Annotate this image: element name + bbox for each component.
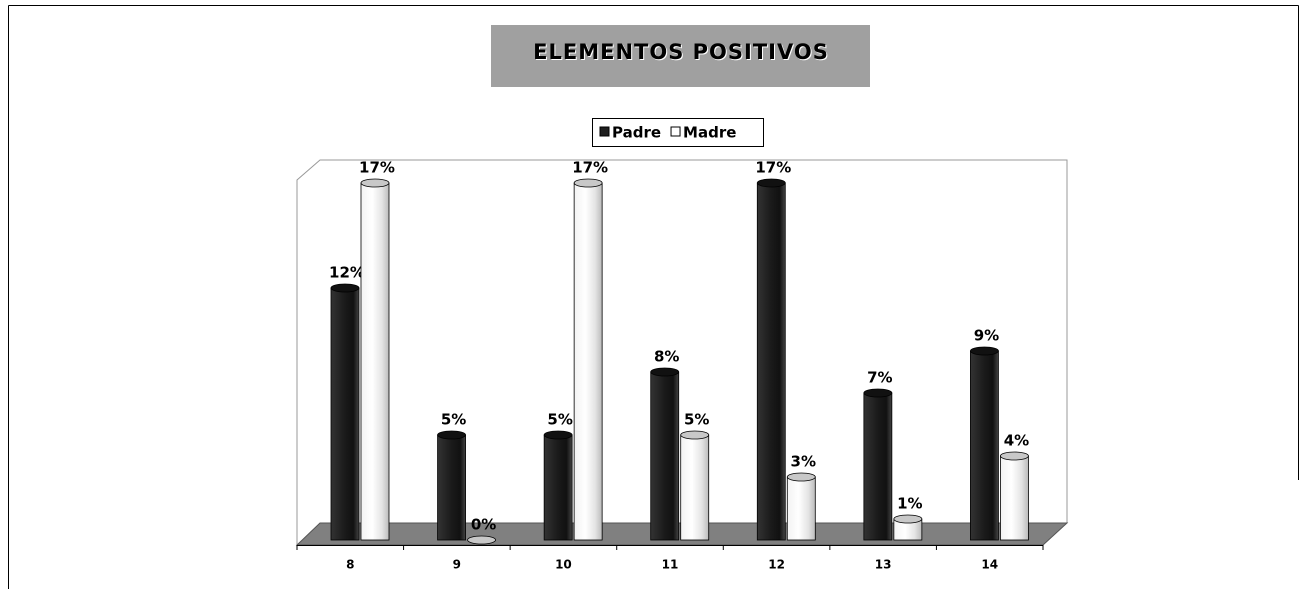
x-tick-label: 14	[981, 558, 998, 572]
bar-top	[863, 388, 893, 398]
bar	[573, 182, 603, 541]
bar-top	[467, 535, 496, 545]
legend-label: Madre	[683, 124, 736, 142]
plot-walls	[296, 159, 1068, 545]
bar	[543, 434, 573, 541]
x-tick-label: 11	[662, 558, 679, 572]
bar	[437, 434, 466, 541]
x-tick-label: 10	[555, 558, 572, 572]
bar-top	[543, 430, 573, 440]
bar-top	[573, 178, 603, 188]
value-label: 17%	[359, 159, 395, 177]
value-label: 0%	[471, 516, 496, 534]
bar	[360, 182, 390, 541]
value-label: 7%	[867, 369, 892, 387]
bar	[650, 371, 680, 541]
chart-title: ELEMENTOS POSITIVOS	[533, 40, 829, 64]
bar-top	[786, 472, 816, 482]
x-tick-label: 9	[453, 558, 461, 572]
bar	[330, 287, 360, 541]
value-label: 12%	[329, 264, 365, 282]
bar-top	[650, 367, 680, 377]
bar	[863, 392, 893, 541]
value-label: 5%	[441, 411, 466, 429]
legend-swatch	[670, 126, 681, 137]
bar-top	[360, 178, 390, 188]
value-label: 17%	[755, 159, 791, 177]
legend-label: Padre	[612, 124, 661, 142]
value-label: 5%	[547, 411, 572, 429]
value-label: 17%	[572, 159, 608, 177]
value-label: 9%	[974, 327, 999, 345]
frame	[8, 5, 1299, 589]
value-label: 5%	[684, 411, 709, 429]
bar-top	[680, 430, 710, 440]
bar	[1000, 455, 1029, 541]
bar-top	[1000, 451, 1029, 461]
bar-top	[756, 178, 786, 188]
bar-top	[330, 283, 360, 293]
bar-top	[893, 514, 923, 524]
value-label: 4%	[1004, 432, 1029, 450]
title-shadow: ELEMENTOS POSITIVOS	[534, 41, 830, 65]
x-tick-label: 12	[768, 558, 785, 572]
x-tick-label: 8	[346, 558, 354, 572]
value-label: 8%	[654, 348, 679, 366]
bar	[680, 434, 710, 541]
value-label: 1%	[897, 495, 922, 513]
bar	[756, 182, 786, 541]
bar	[970, 350, 999, 541]
bar	[786, 476, 816, 541]
title-box	[491, 25, 870, 87]
bar-top	[970, 346, 999, 356]
legend-swatch	[599, 126, 610, 137]
legend-box	[592, 118, 764, 147]
x-tick-label: 13	[875, 558, 892, 572]
value-label: 3%	[791, 453, 816, 471]
bar-top	[437, 430, 466, 440]
